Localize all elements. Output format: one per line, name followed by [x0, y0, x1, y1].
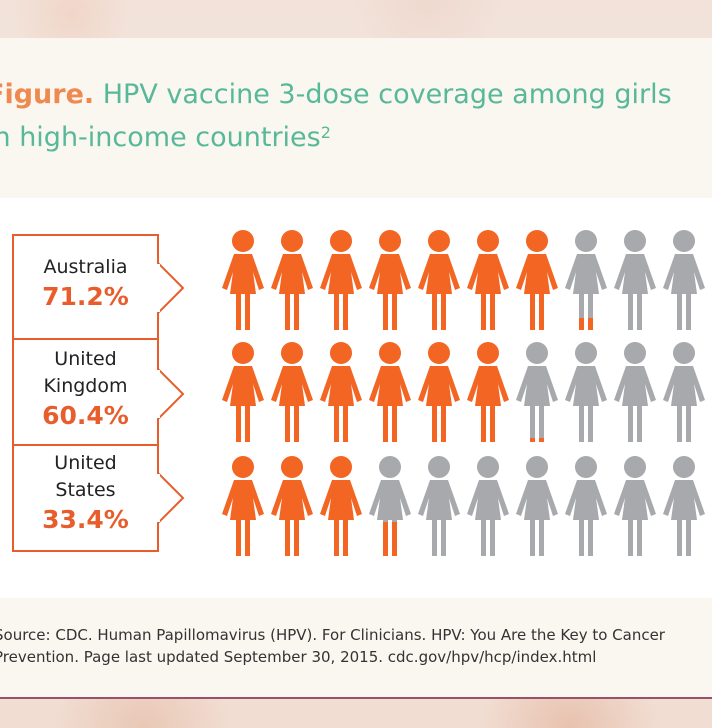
pointer-arrow [157, 472, 185, 524]
person-icon [467, 456, 509, 556]
person-icon [516, 342, 558, 442]
label-united-kingdom: United Kingdom 60.4% [12, 338, 159, 446]
coverage-value: 71.2% [42, 282, 129, 311]
icon-row-united-states [222, 456, 705, 556]
title-lead: Figure. [0, 79, 95, 110]
pictograph-chart [222, 230, 705, 556]
person-icon [369, 230, 411, 330]
person-icon [565, 456, 607, 556]
person-icon [222, 456, 264, 556]
partial-fill [579, 318, 593, 330]
title-superscript: 2 [320, 123, 331, 142]
partial-fill [530, 438, 544, 442]
person-icon [369, 456, 411, 556]
person-icon [418, 230, 460, 330]
label-united-states: United States 33.4% [12, 444, 159, 552]
icon-row-united-kingdom [222, 342, 705, 442]
person-icon [516, 456, 558, 556]
partial-fill [383, 522, 397, 556]
person-icon [614, 342, 656, 442]
coverage-value: 60.4% [42, 401, 129, 430]
person-icon [467, 342, 509, 442]
person-icon [516, 230, 558, 330]
coverage-value: 33.4% [42, 505, 129, 534]
person-icon [565, 230, 607, 330]
person-icon [467, 230, 509, 330]
person-icon [418, 456, 460, 556]
person-icon [271, 456, 313, 556]
person-icon [663, 456, 705, 556]
person-icon [271, 342, 313, 442]
person-icon [320, 456, 362, 556]
card-divider [0, 697, 712, 699]
person-icon [320, 342, 362, 442]
person-icon [565, 342, 607, 442]
source-note: Source: CDC. Human Papillomavirus (HPV).… [0, 624, 712, 668]
label-australia: Australia 71.2% [12, 234, 159, 340]
person-icon [663, 230, 705, 330]
person-icon [663, 342, 705, 442]
title-text-line2: in high-income countries [0, 122, 321, 153]
country-name-line: United [54, 348, 117, 370]
title-text-line1: HPV vaccine 3-dose coverage among girls [102, 79, 672, 110]
person-icon [222, 230, 264, 330]
title-line2: in high-income countries2 [0, 114, 712, 157]
person-icon [222, 342, 264, 442]
country-name-line: Australia [43, 256, 128, 278]
icon-row-australia [222, 230, 705, 330]
country-name-line: Kingdom [43, 375, 128, 397]
person-icon [271, 230, 313, 330]
pointer-arrow [157, 368, 185, 420]
pointer-arrow [157, 262, 185, 314]
country-name-line: United [54, 452, 117, 474]
country-name-line: States [55, 479, 116, 501]
person-icon [614, 456, 656, 556]
person-icon [418, 342, 460, 442]
source-line2: Prevention. Page last updated September … [0, 648, 597, 666]
chart-area: Australia 71.2% United Kingdom 60.4% Uni… [0, 198, 712, 598]
person-icon [320, 230, 362, 330]
figure-title: Figure. HPV vaccine 3-dose coverage amon… [0, 76, 712, 157]
person-icon [614, 230, 656, 330]
source-line1: Source: CDC. Human Papillomavirus (HPV).… [0, 626, 665, 644]
person-icon [369, 342, 411, 442]
